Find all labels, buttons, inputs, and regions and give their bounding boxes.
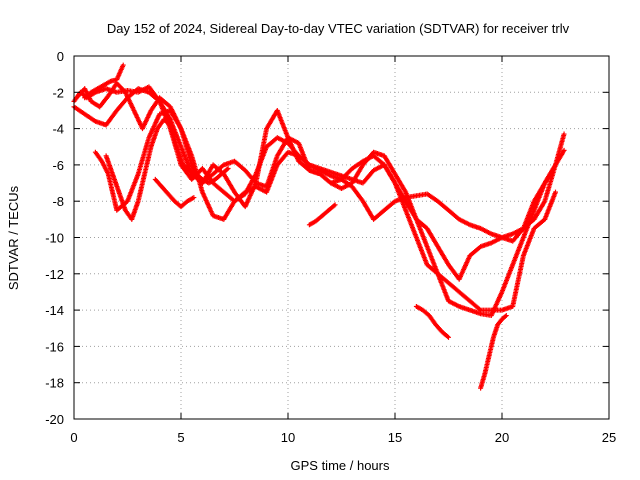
series-4 [92, 107, 558, 313]
y-tick-label: -2 [52, 85, 64, 100]
series-9 [413, 303, 451, 340]
grid-lines [74, 56, 609, 419]
data-point [120, 62, 126, 68]
data-point [553, 189, 558, 195]
data-point [225, 166, 231, 172]
axes: 0 5 10 15 20 25 0 -2 -4 -6 -8 -10 -12 -14 -16 -18 -20 [45, 49, 616, 445]
x-tick-label: 5 [177, 430, 184, 445]
data-point [191, 195, 197, 201]
data-point [561, 147, 567, 153]
data-point [503, 313, 509, 319]
x-tick-label: 25 [602, 430, 616, 445]
series-7 [152, 176, 197, 210]
y-tick-label: -8 [52, 194, 64, 209]
y-tick-label: -20 [45, 412, 64, 427]
series-10 [478, 313, 509, 391]
y-tick-label: 0 [57, 49, 64, 64]
data-markers [71, 62, 567, 391]
chart-title: Day 152 of 2024, Sidereal Day-to-day VTE… [107, 21, 570, 36]
data-point [332, 202, 338, 208]
y-tick-label: -18 [45, 376, 64, 391]
y-tick-label: -6 [52, 158, 64, 173]
data-point [446, 334, 451, 340]
x-tick-label: 10 [281, 430, 295, 445]
series-8 [306, 202, 338, 228]
series-5 [103, 117, 231, 222]
data-point [553, 162, 558, 168]
y-tick-label: -10 [45, 231, 64, 246]
y-axis-label: SDTVAR / TECUs [6, 185, 21, 290]
series-6 [82, 62, 126, 101]
y-tick-label: -14 [45, 303, 64, 318]
y-tick-label: -12 [45, 267, 64, 282]
y-tick-label: -16 [45, 339, 64, 354]
x-tick-label: 20 [495, 430, 509, 445]
x-tick-label: 15 [388, 430, 402, 445]
x-axis-label: GPS time / hours [291, 458, 390, 473]
y-tick-label: -4 [52, 122, 64, 137]
x-tick-label: 0 [70, 430, 77, 445]
data-point [561, 131, 567, 137]
